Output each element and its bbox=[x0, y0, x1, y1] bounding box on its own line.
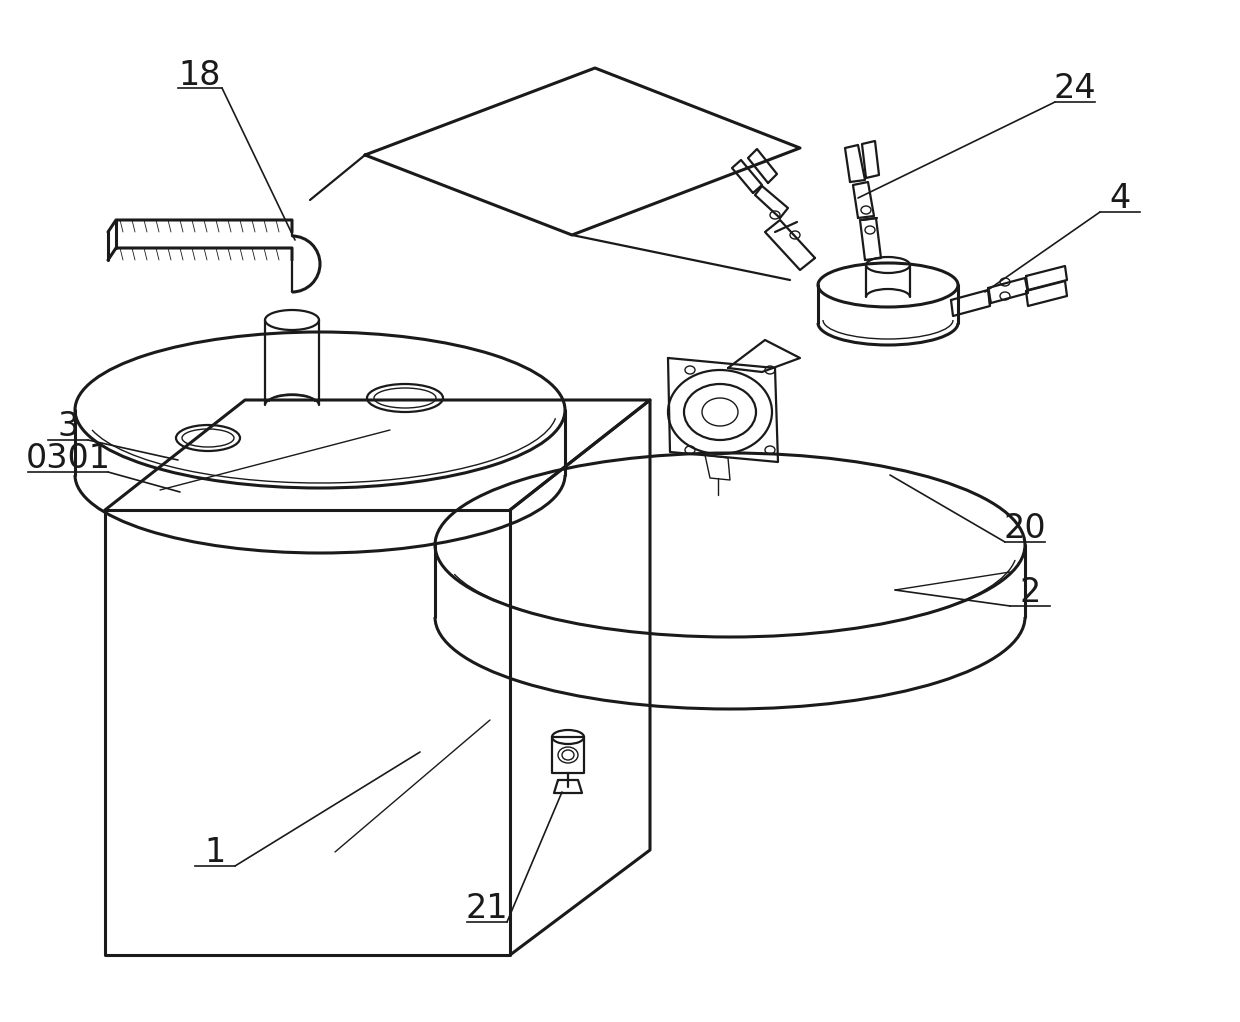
Text: 21: 21 bbox=[466, 891, 508, 925]
Text: 2: 2 bbox=[1019, 575, 1040, 608]
Text: 0301: 0301 bbox=[26, 442, 110, 474]
Text: 1: 1 bbox=[205, 836, 226, 869]
Text: 18: 18 bbox=[179, 58, 221, 92]
Text: 3: 3 bbox=[57, 410, 78, 443]
Text: 24: 24 bbox=[1054, 72, 1096, 104]
Text: 4: 4 bbox=[1110, 182, 1131, 215]
Text: 20: 20 bbox=[1003, 511, 1047, 545]
